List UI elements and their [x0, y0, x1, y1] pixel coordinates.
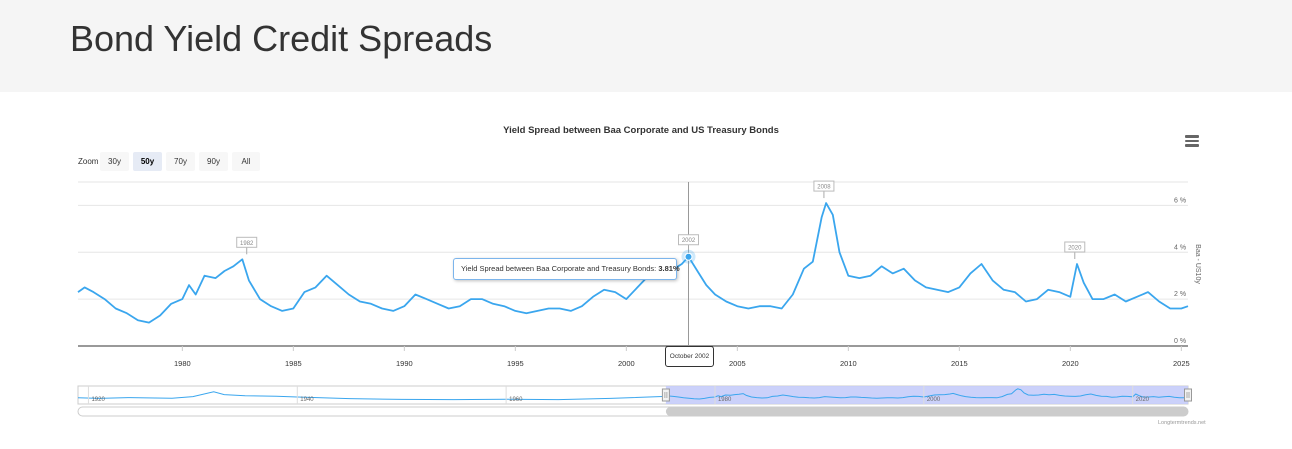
zoom-70y-button[interactable]: 70y [166, 152, 195, 171]
x-tick-label: 2000 [618, 359, 635, 368]
x-tick-label: 1985 [285, 359, 302, 368]
crosshair-date-label: October 2002 [665, 346, 714, 367]
zoom-all-button[interactable]: All [232, 152, 260, 171]
x-tick-label: 2020 [1062, 359, 1079, 368]
x-tick-label: 2010 [840, 359, 857, 368]
x-tick-label: 2015 [951, 359, 968, 368]
y-tick-label: 2 % [1174, 291, 1186, 298]
navigator-tick-label: 1960 [509, 397, 523, 403]
y-axis-title: Baa - US10y [1194, 244, 1201, 284]
hamburger-menu-icon[interactable] [1184, 134, 1200, 148]
credits-link[interactable]: Longtermtrends.net [1158, 420, 1206, 426]
y-tick-label: 4 % [1174, 244, 1186, 251]
x-tick-label: 2005 [729, 359, 746, 368]
flag-label: 2002 [682, 238, 696, 244]
series-line [77, 202, 1189, 324]
navigator-tick-label: 1940 [300, 397, 314, 403]
tooltip-value: 3.81% [658, 264, 680, 273]
y-tick-label: 6 % [1174, 197, 1186, 204]
navigator-selection[interactable] [665, 386, 1188, 404]
chart-title: Yield Spread between Baa Corporate and U… [503, 125, 779, 136]
zoom-50y-button[interactable]: 50y [133, 152, 162, 171]
navigator-tick-label: 1980 [718, 397, 732, 403]
page-header: Bond Yield Credit Spreads [0, 0, 1292, 92]
navigator-tick-label: 2020 [1136, 397, 1150, 403]
zoom-90y-button[interactable]: 90y [199, 152, 228, 171]
navigator-right-handle[interactable] [1184, 388, 1192, 402]
y-tick-label: 0 % [1174, 338, 1186, 345]
navigator-tick-label: 2000 [927, 397, 941, 403]
navigator-left-handle[interactable] [661, 388, 670, 402]
flag-box [1064, 241, 1086, 253]
scrollbar-thumb[interactable] [665, 407, 1188, 416]
x-tick-label: 2025 [1173, 359, 1190, 368]
x-tick-label: 1995 [507, 359, 524, 368]
flag-box [236, 236, 258, 248]
page-title: Bond Yield Credit Spreads [70, 18, 493, 59]
navigator-tick-label: 1920 [91, 397, 105, 403]
zoom-30y-button[interactable]: 30y [100, 152, 129, 171]
zoom-label: Zoom [78, 157, 99, 166]
flag-label: 2020 [1068, 246, 1082, 252]
navigator-series-line [77, 388, 1189, 401]
flag-box [678, 234, 699, 246]
flag-label: 2008 [817, 185, 831, 191]
tooltip-prefix: Yield Spread between Baa Corporate and T… [461, 264, 659, 273]
hover-point [684, 252, 693, 261]
x-tick-label: 1980 [174, 359, 191, 368]
flag-box [813, 180, 835, 192]
flag-label: 1982 [240, 241, 254, 247]
tooltip: Yield Spread between Baa Corporate and T… [453, 258, 680, 280]
x-tick-label: 1990 [396, 359, 413, 368]
